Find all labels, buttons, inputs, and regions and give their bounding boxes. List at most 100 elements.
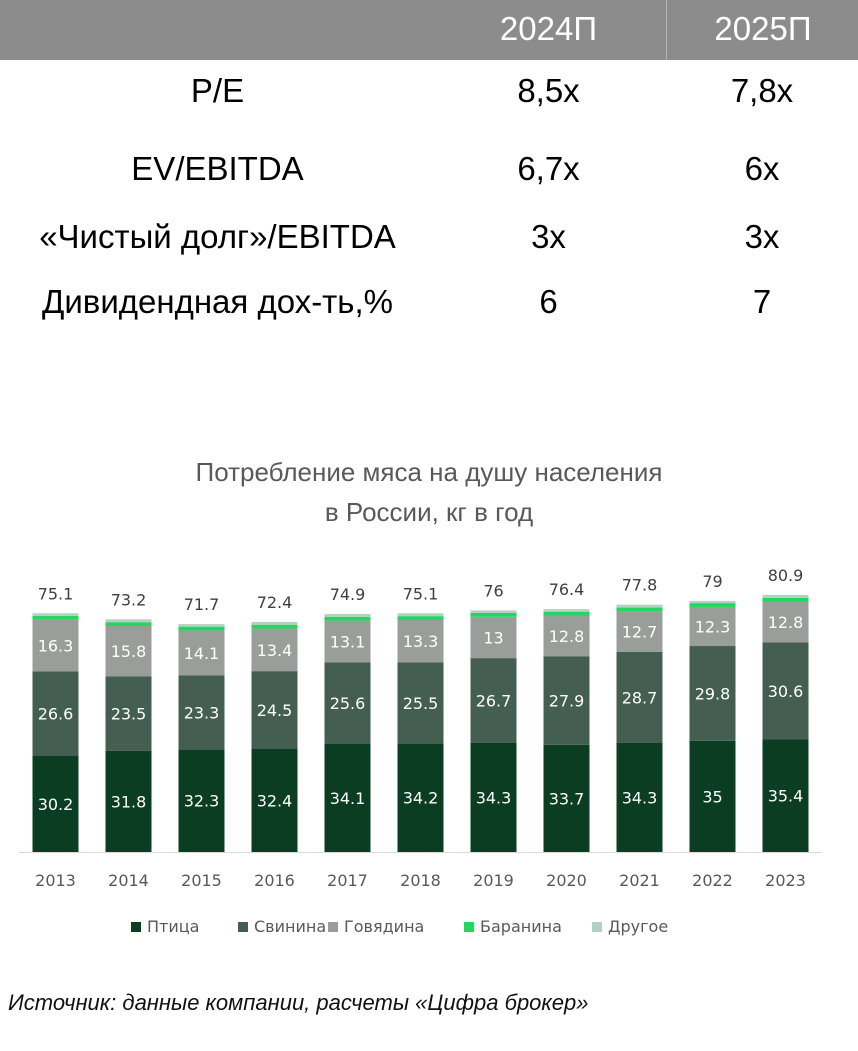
bar-segment [105,622,152,627]
x-tick-label: 2017 [327,871,368,890]
row-dividend-yield: Дивидендная дох-ть,% 6 7 [0,277,858,327]
x-tick-label: 2013 [35,871,76,890]
bar-segment [543,656,590,745]
x-tick-label: 2015 [181,871,222,890]
data-label: 30.2 [38,795,74,814]
x-tick-label: 2020 [546,871,587,890]
bar-segment [543,611,590,616]
bar-segment [762,594,809,598]
row-value-2024: 6,7x [517,150,580,187]
bar-segment [32,756,79,852]
data-label: 13.3 [403,632,439,651]
row-value-2025: 7 [752,283,772,320]
header-2024: 2024П [499,10,598,47]
row-value-2025: 3x [744,218,780,255]
bar-segment [105,676,152,751]
bar-segment [178,626,225,631]
source-note: Источник: данные компании, расчеты «Цифр… [8,990,589,1015]
legend-label: Баранина [480,917,562,936]
row-label: P/E [190,72,245,109]
bar-segment [178,630,225,676]
data-label: 34.2 [403,789,439,808]
data-label: 26.7 [476,692,512,711]
legend-swatch [238,922,248,932]
bar-segment [105,626,152,677]
bar-segment [543,615,590,657]
data-label: 13.4 [257,641,293,660]
bar-segment [762,597,809,602]
bar-segment [324,616,371,621]
legend-swatch [592,922,602,932]
data-label: 23.5 [111,705,147,724]
bar-segment [470,612,517,617]
data-label: 12.3 [695,617,731,636]
data-label: 27.9 [549,692,585,711]
chart-subtitle: в России, кг в год [324,497,534,527]
data-label: 25.6 [330,694,366,713]
bar-segment [397,662,444,744]
bar-segment [543,744,590,852]
x-tick-label: 2019 [473,871,514,890]
bar-segment [762,739,809,852]
x-tick-label: 2022 [692,871,733,890]
bar-segment [470,658,517,743]
multiples-header: 2024П 2025П [0,0,858,60]
total-label: 74.9 [330,585,366,604]
legend-swatch [464,922,474,932]
bar-segment [470,742,517,852]
row-value-2025: 7,8x [730,72,794,109]
legend-label: Другое [608,917,668,936]
legend-label: Говядина [344,917,424,936]
bar-segment [689,606,736,647]
total-label: 77.8 [622,576,658,595]
bar-segment [324,613,371,617]
row-value-2024: 3x [531,218,566,255]
data-label: 12.8 [549,627,585,646]
bar-segment [32,619,79,672]
bar-segment [324,662,371,744]
data-label: 32.4 [257,792,293,811]
data-label: 23.3 [184,703,220,722]
bar-segment [762,601,809,643]
row-pe: P/E 8,5x 7,8x [0,66,858,116]
data-label: 34.3 [622,788,658,807]
bar-segment [397,616,444,620]
x-tick-label: 2023 [765,871,806,890]
bar-segment [470,610,517,613]
legend-label: Свинина [254,917,326,936]
data-label: 34.1 [330,789,366,808]
legend-swatch [131,922,141,932]
data-label: 32.3 [184,792,220,811]
row-label: Дивидендная дох-ть,% [42,283,393,320]
total-label: 71.7 [184,595,220,614]
bar-segment [178,749,225,852]
bar-segment [470,616,517,659]
bar-segment [689,603,736,607]
bar-segment [32,615,79,620]
legend-swatch [328,922,338,932]
bar-segment [324,620,371,663]
chart-title: Потребление мяса на душу населения [195,457,663,487]
data-label: 24.5 [257,701,293,720]
data-label: 13 [483,628,503,647]
total-label: 75.1 [403,584,439,603]
row-value-2024: 6 [539,283,558,320]
meat-consumption-chart: 30.2 26.6 16.3 75.1 2013 31.8 23.5 15.8 73.2 2014… [19,566,822,936]
x-tick-label: 2014 [108,871,149,890]
bar-segment [251,628,298,672]
bar-segment [251,749,298,852]
bar-segment [251,621,298,625]
row-label: «Чистый долг»/EBITDA [39,218,396,255]
data-label: 16.3 [38,637,74,656]
bar-segment [105,619,152,623]
row-ev-ebitda: EV/EBITDA 6,7x 6x [0,144,858,194]
bar-segment [543,609,590,612]
data-label: 28.7 [622,688,658,707]
bar-segment [324,743,371,852]
bar-segment [178,675,225,750]
total-label: 76 [483,581,503,600]
data-label: 12.8 [768,613,804,632]
total-label: 73.2 [111,590,147,609]
bar-segment [616,742,663,852]
data-label: 29.8 [695,684,731,703]
